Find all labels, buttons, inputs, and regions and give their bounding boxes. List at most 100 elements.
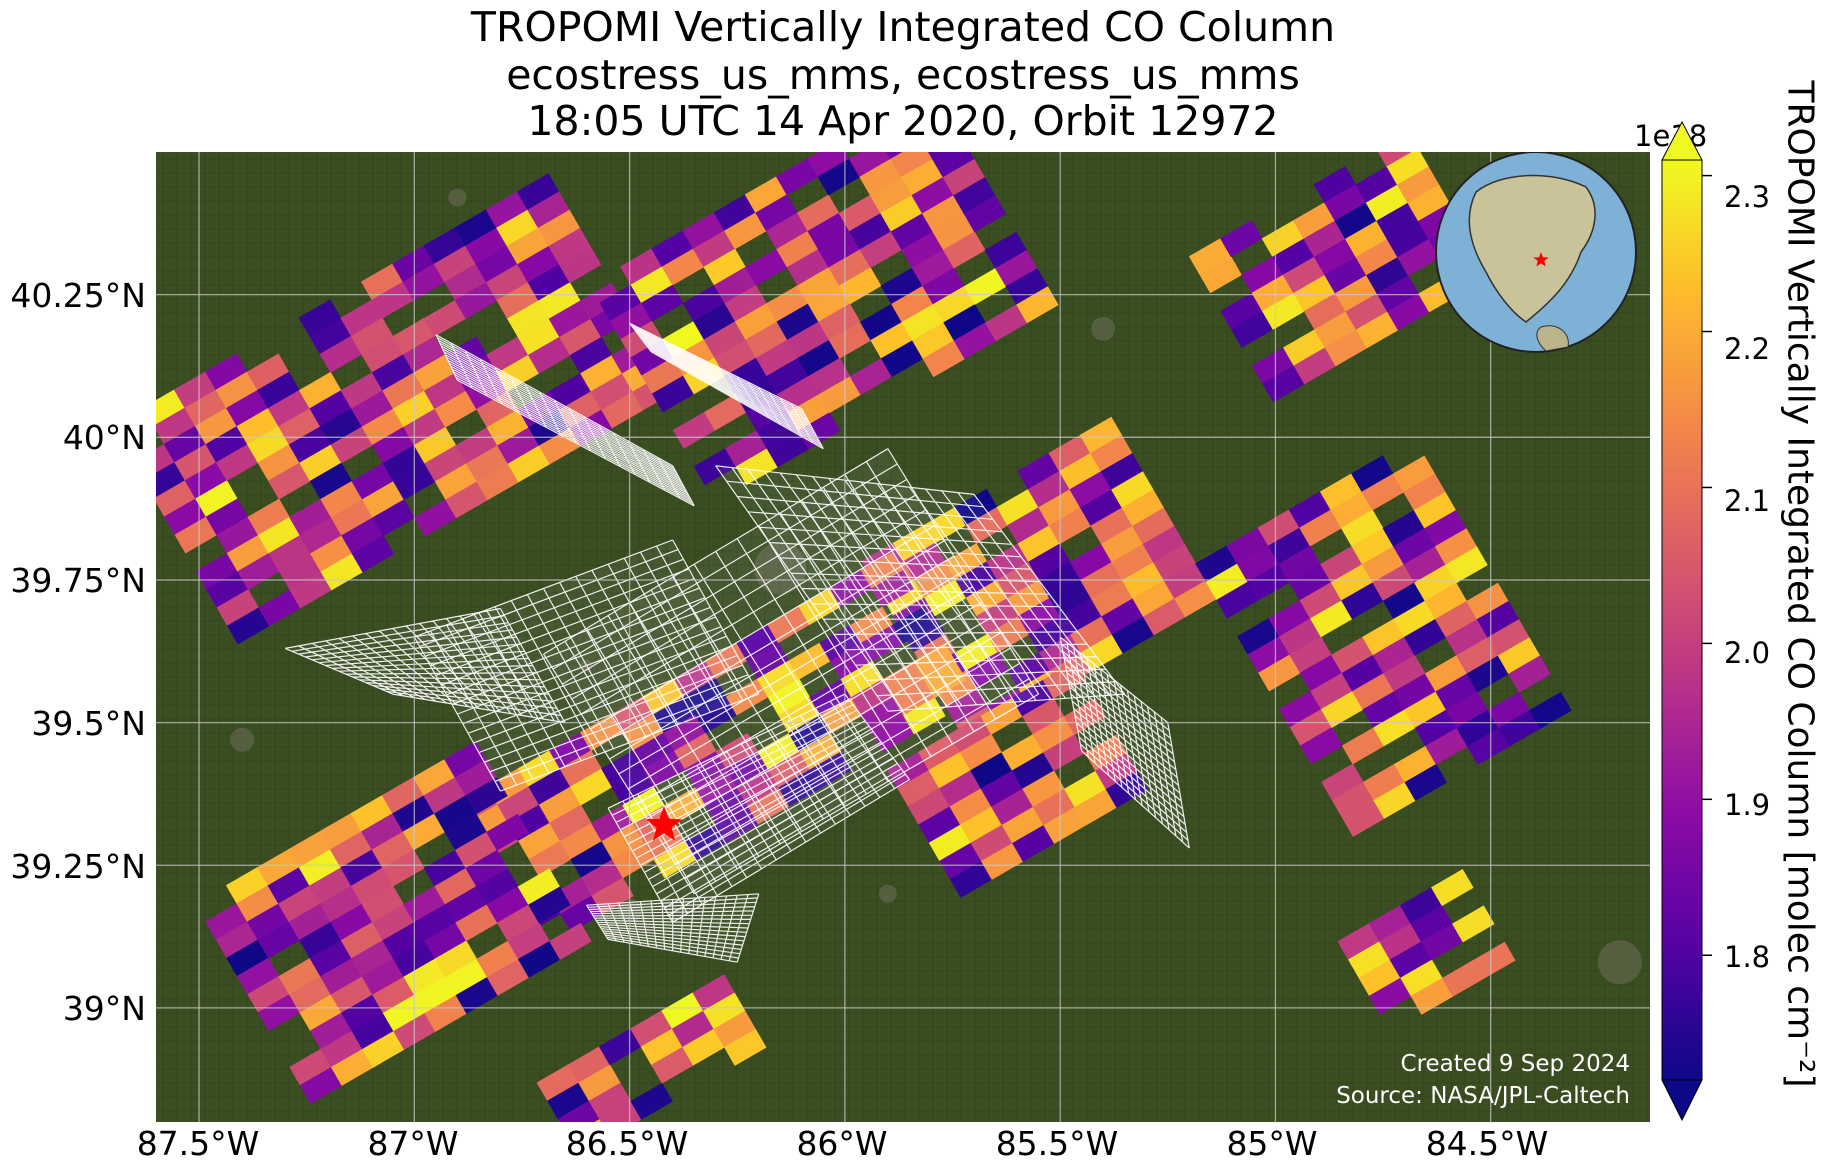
co-pixel [1373,709,1416,747]
co-pixel [1387,293,1430,331]
co-pixel [1456,637,1499,675]
co-pixel [518,822,561,860]
footprint-mesh [629,322,824,450]
co-pixel [932,152,975,178]
co-pixel [1399,887,1443,925]
co-pixel [1369,977,1412,1015]
co-pixel [1375,152,1419,168]
co-pixel [959,806,1003,844]
co-pixel [268,462,311,500]
co-pixel [869,176,913,214]
co-pixel [1261,220,1305,258]
co-pixel [423,227,466,265]
co-pixel [1376,275,1420,313]
co-pixel [1043,806,1086,844]
co-pixel [485,191,529,229]
co-pixel [1410,977,1454,1015]
co-pixel [1404,763,1448,801]
co-pixel [1396,166,1440,204]
colorbar [1661,120,1712,1122]
co-pixel [1293,274,1336,312]
co-pixel [184,389,227,427]
co-pixel [1022,770,1065,808]
co-pixel [423,372,467,410]
co-pixel [454,759,498,797]
co-pixel [517,940,561,978]
co-pixel [807,212,850,250]
co-pixel [298,849,342,887]
co-pixel [549,373,592,411]
globe-inset-icon [1435,152,1637,353]
co-pixel [1365,184,1409,222]
co-pixel [859,303,903,341]
co-pixel [1330,564,1374,602]
co-pixel [1236,545,1280,583]
co-pixel [1289,636,1332,674]
co-pixel [1376,202,1419,240]
co-pixel [309,1012,353,1050]
co-pixel [330,499,374,537]
co-pixel [289,498,332,536]
co-pixel [557,1100,601,1122]
co-pixel [1074,788,1118,826]
co-pixel [934,670,978,708]
co-pixel [609,302,653,340]
co-pixel [1331,636,1374,674]
co-pixel [745,321,788,359]
co-pixel [1153,544,1196,582]
co-pixel [486,813,529,851]
co-pixel [1257,509,1301,547]
co-pixel [1292,202,1336,240]
co-pixel [984,304,1028,342]
co-pixel [1251,347,1295,385]
co-pixel [1487,691,1531,729]
urban-area [230,727,255,752]
co-pixel [901,303,945,341]
co-pixel [949,860,993,898]
co-pixel [765,212,809,250]
co-pixel [1262,365,1305,403]
co-pixel [882,579,925,617]
co-pixel [1289,708,1333,746]
co-pixel [928,751,971,789]
co-pixel [257,371,300,409]
co-pixel [1372,636,1416,674]
co-pixel [704,642,748,680]
co-pixel [1303,220,1346,258]
co-pixel [413,354,456,392]
co-pixel [1268,527,1311,565]
co-pixel [1100,453,1144,491]
co-pixel [921,195,965,233]
co-pixel [1497,637,1541,675]
co-pixel [1435,600,1478,638]
co-pixel [1403,618,1447,656]
co-pixel [361,408,405,446]
co-pixel [319,812,362,850]
co-pixel [402,336,446,374]
co-pixel [996,488,1040,526]
co-pixel [1334,275,1378,313]
co-pixel [651,1046,694,1084]
co-pixel [309,317,352,355]
co-pixel [549,804,592,842]
co-pixel [174,516,218,554]
co-pixel [1372,564,1415,602]
co-pixel [257,921,300,959]
map-title-line-2: ecostress_us_mms, ecostress_us_mms [506,51,1300,99]
co-pixel [1059,598,1103,636]
co-pixel [714,339,757,377]
co-pixel [1331,781,1375,819]
lat-tick-label: 39.5°N [31,704,146,743]
co-pixel [517,750,561,788]
co-pixel [246,353,290,391]
co-pixel [963,267,1007,305]
co-pixel [1373,781,1416,819]
colorbar-tick-label: 2.3 [1724,180,1771,214]
co-pixel [767,751,811,789]
co-pixel [423,849,467,887]
co-pixel [1300,727,1343,765]
co-pixel [641,284,684,322]
co-pixel [569,336,613,374]
co-pixel [787,321,830,359]
co-pixel [184,462,228,500]
